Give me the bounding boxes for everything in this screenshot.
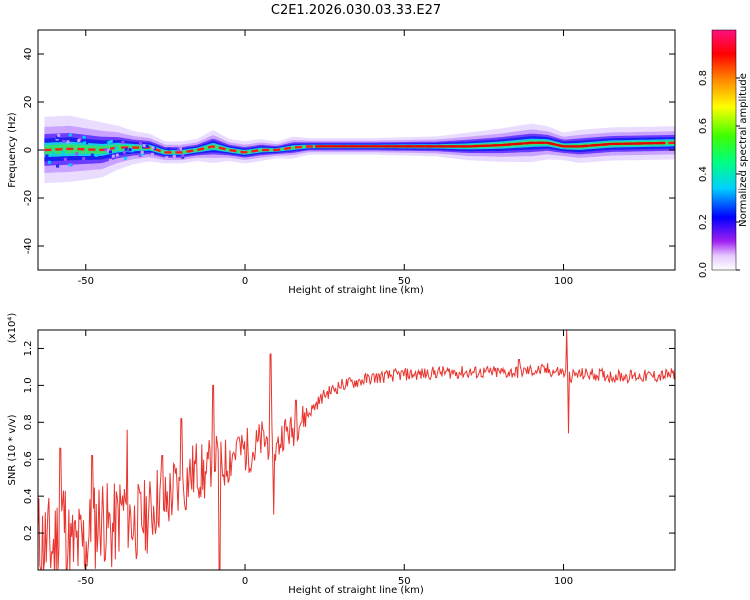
spectrogram-y-tick-label: -40	[23, 238, 34, 254]
spectrogram-y-label: Frequency (Hz)	[7, 112, 18, 188]
band-speckle	[181, 154, 185, 158]
band-speckle	[128, 148, 132, 152]
band-speckle	[111, 154, 115, 158]
spectrogram-y-ticks: -40 -20 0 20 40	[23, 48, 675, 254]
spectrogram-y-tick-label: -20	[23, 190, 34, 206]
colorbar-ticks: 0.0 0.2 0.4 0.6 0.8	[698, 70, 740, 278]
band-speckle	[153, 146, 157, 150]
band-speckle	[121, 141, 125, 144]
snr-x-tick-label: -50	[78, 576, 94, 587]
spectrogram-x-tick-label: 0	[242, 276, 248, 287]
band-speckle	[108, 158, 112, 162]
colorbar-tick-label: 0.4	[698, 166, 709, 182]
band-speckle	[47, 160, 51, 164]
band-speckle	[139, 142, 142, 146]
spectrogram-y-tick-label: 40	[23, 48, 34, 61]
band-speckle	[55, 136, 59, 139]
band-speckle	[45, 154, 49, 158]
snr-y-ticks: 0.2 0.4 0.6 0.8 1.0 1.2	[23, 341, 675, 541]
band-speckle	[142, 144, 146, 148]
snr-x-label: Height of straight line (km)	[288, 585, 424, 596]
band-speckle	[107, 149, 111, 153]
colorbar-label: Normalized spectral amplitude	[738, 73, 749, 227]
snr-y-tick-label: 1.0	[23, 377, 34, 393]
band-speckle	[51, 152, 55, 156]
snr-y-tick-label: 0.2	[23, 525, 34, 541]
band-speckle	[108, 155, 112, 159]
snr-y-label: SNR (10 * v/v)	[7, 414, 18, 485]
colorbar-gradient	[711, 29, 737, 271]
band-speckle	[77, 139, 81, 142]
band-speckle	[61, 151, 65, 154]
colorbar-tick-label: 0.0	[698, 262, 709, 278]
snr-frame	[37, 329, 676, 571]
snr-x-tick-label: 100	[554, 576, 573, 587]
band-speckle	[82, 157, 86, 161]
band-speckle	[83, 141, 87, 145]
band-speckle	[94, 153, 98, 157]
band-speckle	[68, 163, 72, 167]
band-speckle	[179, 147, 182, 151]
band-speckle	[90, 153, 94, 157]
band-speckle	[66, 140, 70, 144]
band-speckle	[167, 147, 171, 151]
colorbar-tick-label: 0.8	[698, 70, 709, 86]
band-speckle	[145, 144, 149, 148]
band-speckle	[150, 152, 154, 156]
band-speckle	[57, 133, 61, 137]
band-peak-line	[315, 141, 666, 148]
band-speckle	[63, 157, 67, 161]
band-speckle	[60, 157, 64, 161]
colorbar-tick-label: 0.6	[698, 118, 709, 134]
snr-x-ticks: -50 0 50 100	[78, 330, 573, 587]
spectrogram-y-tick-label: 0	[23, 147, 34, 153]
band-speckle	[104, 148, 108, 152]
snr-y-tick-label: 0.6	[23, 451, 34, 467]
spectrogram-x-tick-label: 100	[554, 276, 573, 287]
band-speckle	[123, 156, 127, 160]
snr-x-tick-label: 0	[242, 576, 248, 587]
band-speckle	[130, 149, 134, 153]
snr-x-tick-label: 50	[398, 576, 411, 587]
snr-y-tick-label: 0.8	[23, 414, 34, 430]
chart-title: C2E1.2026.030.03.33.E27	[271, 3, 441, 18]
band-speckle	[75, 152, 79, 156]
band-speckle	[115, 153, 119, 157]
band-speckle	[138, 154, 142, 157]
band-speckle	[122, 150, 126, 154]
spectrogram-y-tick-label: 20	[23, 96, 34, 109]
spectrogram-x-ticks: -50 0 50 100	[78, 30, 573, 287]
band-speckle	[109, 150, 112, 154]
snr-y-tick-label: 1.2	[23, 341, 34, 357]
band-speckle	[68, 133, 72, 137]
band-speckle	[109, 140, 113, 143]
band-speckle	[124, 147, 128, 151]
spectrogram-band	[44, 115, 675, 184]
spectrogram-panel: -50 0 50 100 -40 -20 0 20 40 Height of straight…	[7, 29, 676, 296]
band-speckle	[62, 139, 66, 143]
band-speckle	[140, 150, 144, 154]
band-speckle	[85, 141, 89, 145]
band-speckle	[165, 156, 169, 160]
spectrogram-x-tick-label: 50	[398, 276, 411, 287]
colorbar-tick-label: 0.2	[698, 214, 709, 230]
spectrogram-x-label: Height of straight line (km)	[288, 285, 424, 296]
spectrogram-x-tick-label: -50	[78, 276, 94, 287]
band-speckle	[172, 154, 176, 158]
snr-y-tick-label: 0.4	[23, 488, 34, 504]
band-speckle	[82, 135, 86, 139]
band-speckle	[56, 164, 60, 168]
snr-panel: -50 0 50 100 0.2 0.4 0.6 0.8 1.0 1.2 Height of s…	[7, 313, 676, 596]
band-speckle	[114, 146, 118, 150]
band-speckle	[140, 152, 144, 156]
band-speckle	[107, 140, 111, 144]
snr-plot-area	[38, 330, 675, 570]
band-speckle	[151, 146, 155, 150]
snr-y-multiplier: (x10⁴)	[7, 313, 18, 344]
snr-series-line	[38, 330, 675, 570]
colorbar: 0.0 0.2 0.4 0.6 0.8 Normalized spectral ampl…	[698, 29, 749, 278]
band-speckle	[177, 148, 181, 152]
